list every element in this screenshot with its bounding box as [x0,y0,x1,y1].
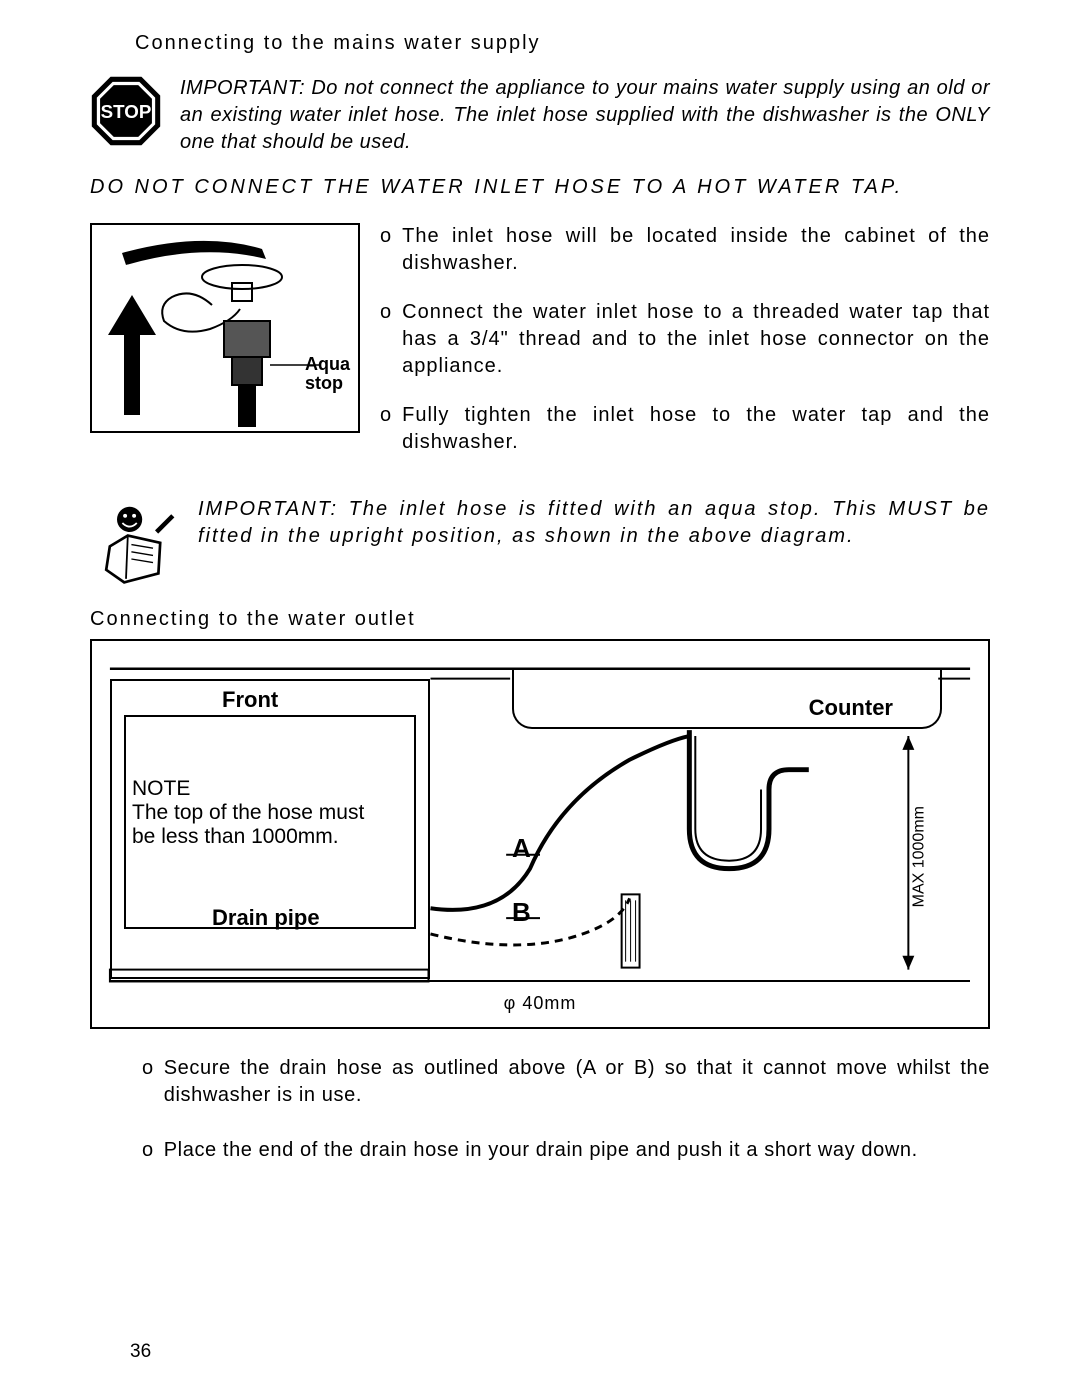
bullet-marker: o [380,402,392,456]
aqua-stop-label: Aqua stop [305,355,350,393]
bullet-text: The inlet hose will be located inside th… [402,223,990,277]
bullet-text: Connect the water inlet hose to a thread… [402,299,990,380]
label-a: A [512,831,531,866]
bullet-marker: o [142,1055,154,1109]
list-item: o Fully tighten the inlet hose to the wa… [380,402,990,456]
important-text-2: IMPORTANT: The inlet hose is fitted with… [198,496,990,586]
aqua-label-line2: stop [305,373,343,393]
important-block-2: IMPORTANT: The inlet hose is fitted with… [90,496,990,586]
label-front: Front [222,685,278,715]
outlet-bullets: o Secure the drain hose as outlined abov… [142,1055,990,1164]
diagram-note: NOTE The top of the hose must be less th… [132,777,392,849]
important-block-1: STOP IMPORTANT: Do not connect the appli… [90,75,990,156]
bullet-marker: o [380,223,392,277]
stop-icon: STOP [90,75,162,147]
bullet-text: Fully tighten the inlet hose to the wate… [402,402,990,456]
floor-line [110,980,970,982]
important-text-1: IMPORTANT: Do not connect the appliance … [180,75,990,156]
outlet-diagram: Front Counter NOTE The top of the hose m… [90,639,990,1029]
label-max-height: MAX 1000mm [908,806,930,907]
note-text: The top of the hose must be less than 10… [132,801,364,848]
inlet-section: Aqua stop o The inlet hose will be locat… [90,223,990,478]
label-drain-pipe: Drain pipe [212,903,320,933]
label-diameter: φ 40mm [504,991,577,1015]
inlet-bullets: o The inlet hose will be located inside … [380,223,990,478]
bullet-marker: o [380,299,392,380]
list-item: o The inlet hose will be located inside … [380,223,990,277]
svg-text:STOP: STOP [101,101,152,122]
list-item: o Place the end of the drain hose in you… [142,1137,990,1164]
page-number: 36 [130,1339,151,1365]
caps-warning: DO NOT CONNECT THE WATER INLET HOSE TO A… [90,174,990,201]
reader-icon [90,496,180,586]
bullet-text: Place the end of the drain hose in your … [164,1137,918,1164]
aqua-stop-figure: Aqua stop [90,223,360,433]
heading-water-supply: Connecting to the mains water supply [135,30,990,57]
list-item: o Secure the drain hose as outlined abov… [142,1055,990,1109]
bullet-text: Secure the drain hose as outlined above … [164,1055,990,1109]
label-b: B [512,895,531,930]
aqua-label-line1: Aqua [305,354,350,374]
list-item: o Connect the water inlet hose to a thre… [380,299,990,380]
heading-water-outlet: Connecting to the water outlet [90,606,990,633]
note-title: NOTE [132,777,392,801]
label-counter: Counter [809,693,893,723]
bullet-marker: o [142,1137,154,1164]
